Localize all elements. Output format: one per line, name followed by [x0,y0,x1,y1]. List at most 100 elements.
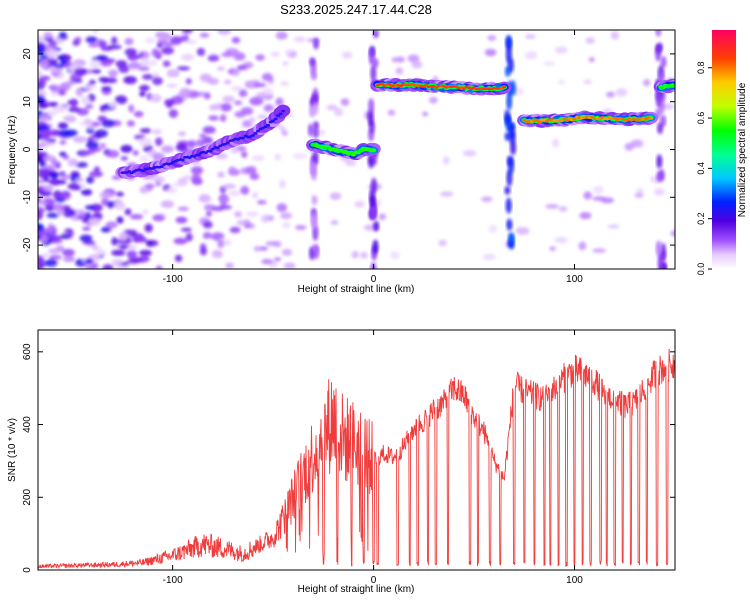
spectrogram-noise-blob [111,36,118,45]
spectrogram-stripe-blob [657,122,664,135]
spectrogram-noise-blob [221,52,234,58]
spectrogram-x-tick-label: 0 [371,274,377,285]
snr-plot-area [38,348,675,570]
spectrogram-noise-blob [106,200,116,209]
spectrogram-noise-blob [670,230,675,237]
spectrogram-stripe-blob [658,169,665,181]
spectrogram-ridge-cell [544,120,549,123]
spectrogram-noise-blob [108,101,119,109]
spectrogram-ridge-cell [424,83,429,87]
spectrogram-y-tick-label: -10 [22,190,33,205]
spectrogram-noise-blob [231,36,241,44]
spectrogram-noise-blob [222,95,235,103]
spectrogram-ridge-cell [266,123,271,127]
spectrogram-noise-blob [185,78,192,85]
spectrogram-x-ticks: -100 0 100 [163,30,583,285]
spectrogram-noise-blob [634,192,644,198]
spectrogram-noise-blob [234,211,242,218]
colorbar-tick-label: 0.6 [696,112,706,125]
spectrogram-noise-blob [116,191,124,197]
snr-y-tick-label: 600 [22,343,33,360]
spectrogram-noise-blob [85,103,94,110]
spectrogram-noise-blob [199,247,208,256]
spectrogram-y-label: Frequency (Hz) [7,116,18,185]
spectrogram-stripe-blob [510,80,517,96]
spectrogram-stripe-blob [657,254,664,269]
spectrogram-noise-blob [58,31,67,40]
spectrogram-noise-blob [40,54,48,60]
spectrogram-noise-blob [483,253,496,261]
spectrogram-noise-blob [182,175,192,180]
spectrogram-noise-blob [387,109,396,116]
spectrogram-noise-blob [93,166,100,173]
spectrogram-noise-blob [74,185,82,191]
spectrogram-noise-blob [72,136,87,143]
spectrogram-noise-blob [219,114,227,122]
spectrogram-noise-blob [38,261,45,268]
spectrogram-noise-blob [172,182,186,187]
spectrogram-noise-blob [442,155,450,165]
spectrogram-ridge-cell [348,151,353,155]
spectrogram-noise-blob [284,49,293,55]
spectrogram-stripe-blob [312,243,319,253]
spectrogram-stripe-blob [372,30,379,39]
spectrogram-ridge-cell [278,112,283,116]
spectrogram-stripe-blob [311,195,318,205]
spectrogram-noise-blob [558,206,568,212]
spectrogram-noise-blob [274,153,282,161]
snr-x-label: Height of straight line (km) [298,584,415,595]
spectrogram-noise-blob [179,87,192,97]
spectrogram-stripe-blob [370,206,377,221]
spectrogram-ridge-upper-track [370,78,512,96]
spectrogram-noise-blob [222,183,236,189]
spectrogram-noise-blob [88,43,100,48]
spectrogram-ridge-right-edge-track [653,78,675,94]
spectrogram-noise-blob [152,76,163,86]
spectrogram-stripe-blob [660,56,667,68]
spectrogram-noise-blob [70,73,82,82]
spectrogram-noise-blob [89,217,101,226]
spectrogram-noise-blob [229,226,241,234]
spectrogram-noise-blob [155,265,163,269]
spectrogram-noise-blob [139,155,150,163]
spectrogram-noise-blob [98,40,107,49]
spectrogram-stripe-blob [655,30,662,37]
spectrogram-noise-blob [38,69,43,78]
spectrogram-noise-blob [150,94,162,103]
spectrogram-noise-blob [79,234,93,242]
spectrogram-noise-blob [205,211,212,217]
spectrogram-noise [38,30,675,269]
spectrogram-noise-blob [244,80,259,89]
spectrogram-noise-blob [204,92,211,100]
spectrogram-noise-blob [161,46,175,55]
spectrogram-noise-blob [163,32,172,41]
spectrogram-noise-blob [429,96,438,104]
spectrogram-ridge-cell [321,144,326,148]
spectrogram-noise-blob [60,190,71,200]
spectrogram-noise-blob [525,34,536,39]
spectrogram-noise-blob [184,39,198,45]
spectrogram-noise-blob [100,226,111,233]
spectrogram-noise-blob [592,185,605,194]
spectrogram-noise-blob [275,31,288,40]
spectrogram-ridge-cell [180,158,185,162]
spectrogram-noise-blob [190,166,204,175]
snr-x-tick-label: 100 [566,575,583,586]
spectrogram-noise-blob [52,190,62,200]
spectrogram-noise-blob [178,131,187,137]
spectrogram-noise-blob [583,79,592,85]
spectrogram-noise-blob [378,213,386,221]
spectrogram-y-tick-label: 0 [22,146,33,152]
spectrogram-noise-blob [43,31,53,39]
spectrogram-noise-blob [139,58,149,68]
spectrogram-noise-blob [127,53,139,61]
spectrogram-noise-blob [256,199,267,205]
spectrogram-noise-blob [139,128,152,134]
spectrogram-noise-blob [199,73,212,83]
spectrogram-noise-blob [49,178,61,186]
spectrogram-noise-blob [132,150,139,156]
spectrogram-stripe-blob [370,64,377,82]
spectrogram-y-ticks: -20 -10 0 10 20 [22,48,675,252]
spectrogram-noise-blob [249,96,264,106]
spectrogram-noise-blob [89,170,104,178]
